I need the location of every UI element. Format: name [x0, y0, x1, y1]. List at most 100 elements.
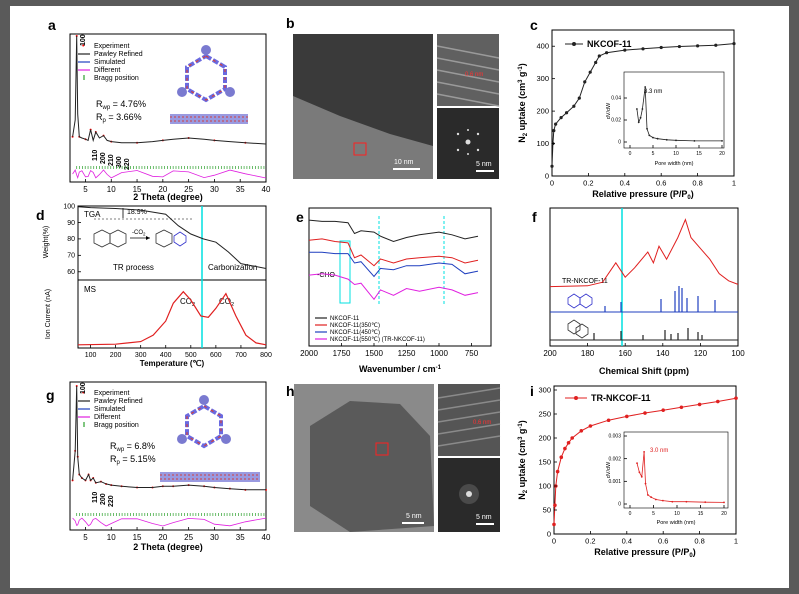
x-tick-label: 0.8 [692, 179, 702, 188]
data-point [661, 408, 665, 412]
y-tick-label: 100 [538, 482, 551, 491]
y-tick-label: 0.001 [608, 479, 621, 485]
data-point [588, 70, 592, 74]
data-point [559, 455, 564, 460]
reaction-scheme-d [93, 229, 187, 248]
legend-g-refined: Pawley Refined [94, 398, 143, 405]
legend-a-different: Different [94, 67, 120, 74]
y-tick-label: 0 [545, 172, 549, 181]
inset-point [652, 136, 654, 139]
panel-letter-i: i [530, 383, 534, 399]
x-tick-label: 10 [673, 151, 679, 157]
y-axis-label-c: N2 uptake (cm3 g-1) [517, 63, 529, 143]
inset-point [646, 494, 649, 496]
structure-g [160, 395, 260, 482]
data-point [597, 54, 601, 58]
x-tick-label: 1500 [365, 349, 383, 358]
inset-point [704, 501, 707, 504]
inset-ticks-i: 0 5 10 15 20 0 0.001 0.002 0.003 [608, 434, 727, 517]
x-tick-label: 180 [581, 349, 595, 358]
legend-c: NKCOF-11 [587, 39, 632, 49]
peak-label: 220 [108, 495, 115, 507]
y-tick-label: 0 [618, 502, 621, 508]
legend-a-experiment: Experiment [94, 43, 129, 50]
x-tick-label: 15 [133, 185, 142, 194]
x-tick-label: 800 [260, 352, 272, 359]
data-point [566, 441, 571, 445]
inset-point [639, 116, 642, 119]
peak-label: 210 [108, 154, 115, 166]
inset-point [644, 482, 647, 485]
inset-point [638, 471, 641, 474]
imide-icon [567, 319, 581, 335]
peak-label: 200 [100, 493, 107, 505]
lattice-fringes-h [437, 387, 501, 447]
inset-point [640, 475, 643, 478]
x-tick-label: 5 [83, 185, 88, 194]
legend-marker-experiment-g: • [82, 390, 85, 397]
x-tick-label: 0.2 [585, 537, 595, 546]
data-point [641, 47, 645, 51]
y-tick-label: 100 [536, 139, 549, 148]
data-point [696, 44, 700, 48]
data-point [552, 128, 556, 133]
scale-label-h: 5 nm [406, 513, 422, 520]
legend-a-simulated: Simulated [94, 59, 125, 66]
stacking-layers-g [160, 472, 260, 482]
selection-box-h [375, 442, 389, 456]
inset-peak-i: 3.0 nm [650, 448, 668, 454]
data-point [677, 44, 682, 49]
y-axis-label-d-ms: Ion Current (nA) [45, 289, 52, 339]
legend-i: TR-NKCOF-11 [591, 393, 651, 403]
difference-curve-a [72, 169, 267, 179]
x-tick-label: 20 [721, 511, 727, 517]
legend-a-bragg: Bragg position [94, 75, 139, 82]
data-point [606, 418, 611, 423]
inset-point [641, 108, 644, 110]
x-ticks-g: 5 10 15 20 25 30 35 40 [83, 527, 271, 542]
inset-point [665, 138, 668, 141]
x-tick-label: 40 [262, 185, 271, 194]
x-tick-label: 700 [235, 352, 247, 359]
difference-curve-g [72, 517, 267, 527]
legend-a-refined: Pawley Refined [94, 51, 143, 58]
y-tick-label: 0.003 [608, 434, 621, 440]
fft-scale-label-h: 5 nm [476, 514, 492, 521]
fft-center-h [466, 491, 472, 497]
x-tick-label: 15 [133, 533, 142, 542]
x-tick-label: 10 [107, 185, 116, 194]
x-ticks-e: 2000 1750 1500 1250 1000 750 [300, 343, 479, 358]
legend-e-1: NKCOF-11(350℃) [330, 323, 380, 329]
panel-letter-g: g [46, 387, 55, 403]
inset-xlabel-c: Pore width (nm) [655, 161, 694, 167]
x-tick-label: 600 [210, 352, 222, 359]
x-tick-label: 40 [262, 533, 271, 542]
inset-point [685, 500, 688, 503]
data-point [623, 48, 627, 52]
data-point [559, 116, 563, 120]
data-point [605, 51, 609, 55]
legend-g-bragg: Bragg position [94, 422, 139, 429]
label-f: TR-NKCOF-11 [562, 278, 608, 285]
y-tick-label: 300 [536, 74, 549, 83]
data-point [588, 424, 593, 428]
x-ticks-a: 5 10 15 20 25 30 35 40 [83, 179, 271, 194]
legend-e: NKCOF-11 NKCOF-11(350℃) NKCOF-11(450℃) N… [315, 316, 425, 343]
inset-point [721, 140, 723, 142]
x-tick-label: 400 [160, 352, 172, 359]
data-point [552, 522, 556, 527]
data-point [697, 402, 702, 407]
x-tick-label: 5 [652, 511, 655, 517]
panel-letter-e: e [296, 209, 304, 225]
inset-point [636, 462, 638, 465]
inset-point [675, 139, 677, 142]
markers-c [550, 42, 736, 168]
y-tick-label: 60 [67, 269, 75, 276]
data-point [554, 122, 558, 126]
inset-point [723, 501, 725, 504]
panel-letter-c: c [530, 17, 538, 33]
plot-frame-e [308, 207, 492, 347]
fft-spots-b [456, 129, 480, 155]
cho-box-e [339, 240, 351, 304]
